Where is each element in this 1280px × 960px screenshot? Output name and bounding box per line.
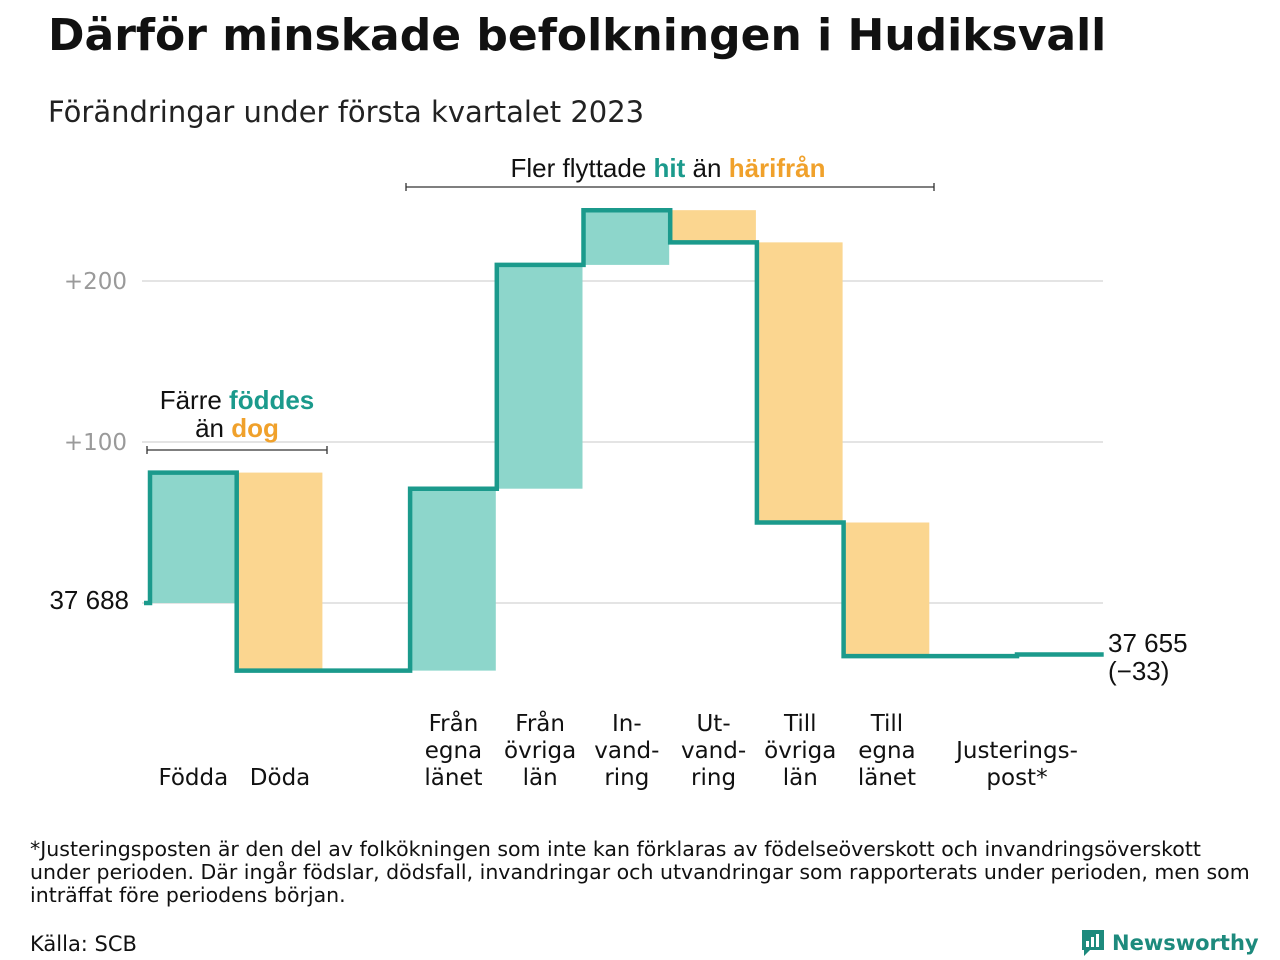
category-label: länet xyxy=(424,765,482,791)
bar-layer xyxy=(151,210,930,671)
category-label: In- xyxy=(612,711,642,737)
footnote: *Justeringsposten är den del av folkökni… xyxy=(30,837,1250,907)
category-label: post* xyxy=(986,765,1047,791)
source-label: Källa: SCB xyxy=(30,932,137,956)
category-label: ring xyxy=(691,765,736,791)
chart-subtitle: Förändringar under första kvartalet 2023 xyxy=(48,95,645,129)
natural-annotation-line2: än dog xyxy=(195,413,279,443)
chart-title: Därför minskade befolkningen i Hudiksval… xyxy=(48,10,1107,61)
migration-annotation: Fler flyttade hit än härifrån xyxy=(510,153,825,183)
category-label: län xyxy=(783,765,818,791)
waterfall-bar xyxy=(584,210,670,265)
category-label: ring xyxy=(604,765,649,791)
category-label: vand- xyxy=(594,738,659,764)
cumulative-step-line xyxy=(144,207,1104,673)
newsworthy-logo[interactable]: Newsworthy xyxy=(1080,927,1259,959)
category-label: länet xyxy=(858,765,916,791)
newsworthy-logo-icon xyxy=(1082,930,1104,956)
waterfall-bar xyxy=(411,488,496,671)
migration-bracket xyxy=(405,183,935,191)
category-label: övriga xyxy=(764,738,836,764)
newsworthy-wordmark: Newsworthy xyxy=(1112,931,1259,955)
end-value-label: 37 655 xyxy=(1108,628,1188,658)
natural-bracket xyxy=(146,446,328,454)
y-tick-label: +100 xyxy=(64,430,127,456)
y-tick-label: +200 xyxy=(64,269,127,295)
waterfall-bar xyxy=(757,242,843,523)
category-label: egna xyxy=(858,738,915,764)
start-value-label: 37 688 xyxy=(49,585,129,615)
category-label: Från xyxy=(515,709,565,737)
category-label: övriga xyxy=(504,738,576,764)
category-label: Födda xyxy=(158,765,228,791)
category-label: Döda xyxy=(250,765,310,791)
waterfall-bar xyxy=(671,210,756,243)
natural-annotation-line1: Färre föddes xyxy=(160,385,315,415)
category-label: Till xyxy=(783,711,817,737)
waterfall-bar xyxy=(497,264,583,489)
waterfall-bar xyxy=(844,522,930,657)
step-line-layer xyxy=(144,207,1104,673)
waterfall-bar xyxy=(237,472,323,671)
category-label: län xyxy=(523,765,558,791)
category-label: Ut- xyxy=(696,711,730,737)
category-label: vand- xyxy=(681,738,746,764)
waterfall-bar xyxy=(151,472,236,603)
category-label: egna xyxy=(425,738,482,764)
category-label: Till xyxy=(870,711,904,737)
change-value-label: (−33) xyxy=(1108,656,1169,686)
category-label: Justerings- xyxy=(954,738,1078,764)
category-label: Från xyxy=(429,709,479,737)
